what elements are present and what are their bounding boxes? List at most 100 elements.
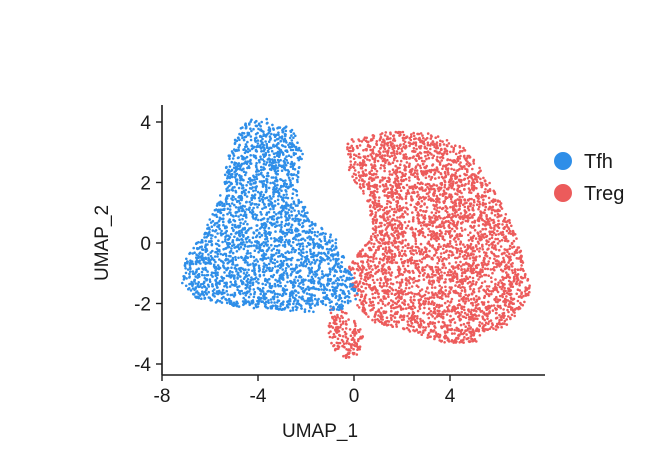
data-point-treg	[503, 303, 507, 307]
data-point-treg	[488, 223, 492, 227]
data-point-treg	[513, 311, 516, 314]
data-point-treg	[403, 174, 407, 177]
data-point-tfh	[260, 300, 264, 304]
data-point-treg	[388, 173, 392, 176]
data-point-treg	[437, 320, 441, 324]
data-point-treg	[408, 286, 411, 290]
data-point-tfh	[288, 228, 291, 231]
data-point-treg	[402, 133, 406, 137]
data-point-treg	[515, 237, 518, 240]
data-point-treg	[430, 273, 434, 276]
data-point-treg	[456, 256, 459, 260]
data-point-treg	[416, 262, 420, 266]
data-point-treg	[370, 212, 373, 216]
data-point-tfh	[190, 280, 193, 284]
data-point-treg	[359, 274, 363, 278]
data-point-treg	[463, 228, 467, 231]
data-point-treg	[420, 156, 423, 160]
data-point-treg	[376, 292, 380, 295]
data-point-treg	[342, 354, 345, 358]
data-point-treg	[452, 267, 455, 270]
data-point-treg	[327, 324, 331, 328]
data-point-tfh	[291, 308, 295, 312]
data-point-treg	[442, 143, 446, 146]
data-point-treg	[468, 213, 472, 216]
data-point-treg	[424, 290, 428, 293]
data-point-treg	[475, 187, 478, 190]
data-point-treg	[494, 237, 497, 241]
data-point-treg	[377, 199, 381, 203]
data-point-treg	[377, 245, 381, 248]
data-point-tfh	[259, 165, 263, 169]
data-point-tfh	[261, 185, 265, 188]
data-point-tfh	[216, 232, 219, 235]
data-point-treg	[486, 262, 490, 266]
data-point-tfh	[255, 224, 259, 227]
data-point-treg	[379, 315, 382, 319]
data-point-treg	[480, 214, 483, 217]
data-point-treg	[410, 252, 414, 255]
data-point-treg	[453, 309, 457, 313]
data-point-treg	[423, 202, 426, 205]
data-point-treg	[394, 311, 398, 314]
data-point-treg	[413, 261, 416, 265]
data-point-treg	[496, 242, 500, 245]
data-point-treg	[471, 301, 474, 305]
data-point-treg	[461, 315, 465, 318]
data-point-treg	[349, 334, 353, 338]
data-point-treg	[472, 332, 476, 336]
data-point-treg	[474, 237, 478, 240]
data-point-tfh	[294, 134, 297, 138]
data-point-treg	[362, 189, 365, 193]
data-point-tfh	[339, 275, 343, 279]
data-point-tfh	[214, 301, 218, 304]
data-point-treg	[458, 201, 461, 204]
data-point-treg	[426, 192, 430, 195]
data-point-tfh	[252, 182, 255, 185]
data-point-treg	[395, 246, 398, 249]
data-point-treg	[409, 324, 413, 328]
data-point-treg	[394, 188, 398, 192]
data-point-treg	[483, 296, 486, 300]
data-point-treg	[422, 278, 426, 281]
data-point-treg	[407, 141, 411, 144]
data-point-treg	[394, 164, 398, 168]
data-point-treg	[483, 257, 486, 260]
data-point-tfh	[312, 279, 316, 283]
data-point-tfh	[257, 173, 260, 176]
data-point-treg	[444, 289, 448, 292]
data-point-treg	[418, 305, 421, 309]
data-point-treg	[498, 285, 502, 289]
data-point-treg	[418, 307, 422, 311]
data-point-treg	[467, 340, 471, 343]
data-point-treg	[489, 276, 493, 280]
data-point-treg	[375, 265, 378, 269]
data-point-treg	[454, 152, 458, 156]
data-point-treg	[438, 142, 442, 146]
data-point-treg	[420, 199, 424, 203]
data-point-tfh	[324, 303, 328, 307]
data-point-treg	[485, 314, 489, 317]
data-point-treg	[439, 148, 443, 152]
data-point-treg	[358, 250, 362, 253]
data-point-treg	[433, 247, 436, 250]
data-point-treg	[362, 254, 366, 258]
data-point-treg	[441, 153, 444, 156]
data-point-treg	[405, 206, 408, 210]
data-point-treg	[400, 288, 403, 292]
data-point-treg	[378, 147, 382, 150]
data-point-treg	[405, 279, 409, 282]
data-point-treg	[510, 269, 514, 272]
data-point-treg	[380, 221, 383, 225]
data-point-treg	[446, 330, 449, 334]
data-point-treg	[438, 229, 442, 232]
data-point-treg	[399, 215, 402, 219]
data-point-treg	[461, 282, 465, 285]
data-point-treg	[368, 267, 371, 270]
data-point-treg	[383, 206, 387, 210]
data-point-treg	[499, 306, 503, 310]
data-point-treg	[520, 292, 523, 296]
data-point-treg	[458, 232, 462, 236]
data-point-treg	[458, 303, 461, 306]
data-point-treg	[404, 307, 408, 310]
